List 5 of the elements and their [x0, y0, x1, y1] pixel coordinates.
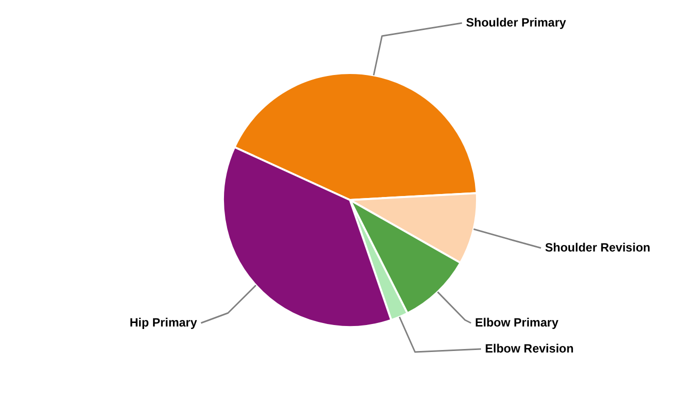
slice-label: Elbow Revision [485, 341, 574, 356]
slice-label: Elbow Primary [475, 315, 559, 330]
slice-label: Shoulder Primary [466, 15, 566, 30]
slice-label: Hip Primary [130, 315, 198, 330]
slice-label: Shoulder Revision [545, 240, 650, 254]
